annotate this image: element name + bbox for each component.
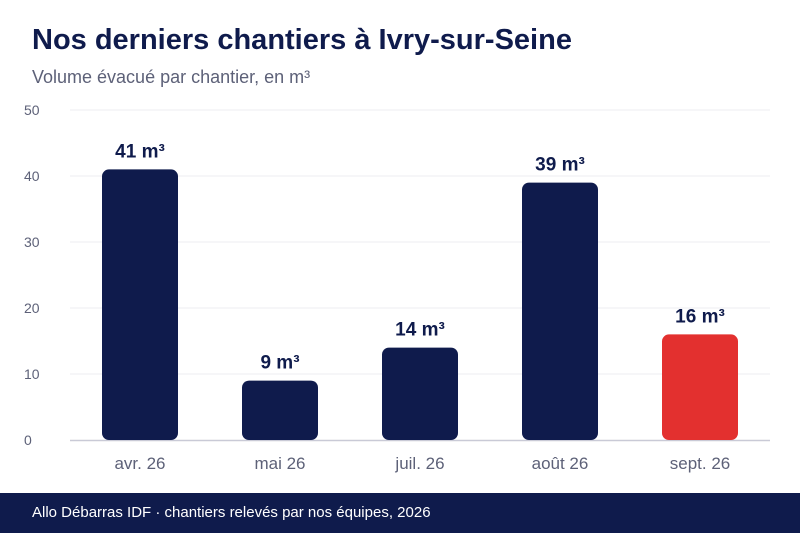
bar: [242, 380, 318, 440]
y-tick-label: 0: [24, 432, 32, 448]
x-tick-label: juil. 26: [394, 454, 444, 473]
y-tick-label: 40: [24, 168, 40, 184]
x-tick-label: août 26: [532, 454, 589, 473]
bar-value-label: 9 m³: [260, 353, 299, 374]
y-tick-label: 50: [24, 102, 40, 118]
chart-subtitle: Volume évacué par chantier, en m³: [32, 67, 311, 87]
bar-value-label: 16 m³: [675, 306, 725, 327]
x-tick-label: mai 26: [254, 454, 305, 473]
bar: [382, 347, 458, 440]
bar-chart: 0 10 20 30 40 50 41 m³ avr. 26 9 m³ mai 26 14 m³ ju…: [24, 102, 770, 473]
x-tick-label: avr. 26: [114, 454, 165, 473]
chart-title: Nos derniers chantiers à Ivry-sur-Seine: [32, 24, 572, 56]
y-tick-label: 20: [24, 300, 40, 316]
footer-source: Allo Débarras IDF · chantiers relevés pa…: [32, 504, 431, 521]
y-tick-label: 10: [24, 366, 40, 382]
bar: [522, 182, 598, 440]
bar-value-label: 39 m³: [535, 155, 585, 176]
bar: [662, 334, 738, 440]
x-tick-label: sept. 26: [670, 454, 731, 473]
bar: [102, 169, 178, 440]
bar-value-label: 41 m³: [115, 141, 165, 162]
y-tick-label: 30: [24, 234, 40, 250]
footer-bar: Allo Débarras IDF · chantiers relevés pa…: [0, 493, 800, 533]
bar-value-label: 14 m³: [395, 320, 445, 341]
